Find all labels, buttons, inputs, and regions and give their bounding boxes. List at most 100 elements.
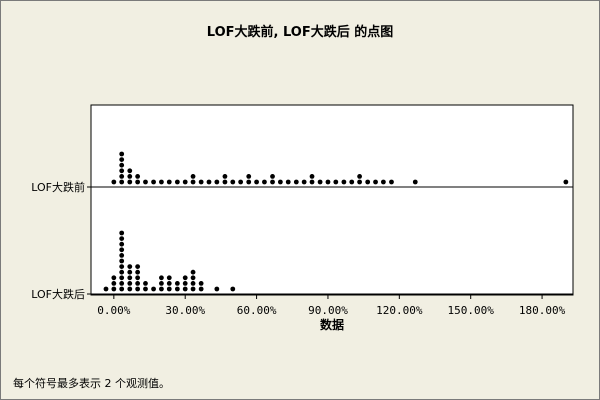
dot-g0-s30-0 (349, 179, 355, 185)
group-label-0: LOF大跌前 (31, 180, 85, 194)
dot-g1-s4-3 (135, 269, 141, 275)
x-tick-label-1: 30.00% (165, 304, 205, 317)
dot-g1-s2-4 (119, 264, 125, 269)
dot-g1-s11-1 (190, 281, 196, 286)
dot-g0-s28-0 (333, 179, 339, 185)
dot-g1-s2-0 (119, 286, 125, 292)
dot-g0-s3-0 (135, 179, 141, 185)
dot-g0-s24-0 (301, 179, 307, 185)
chart-title: LOF大跌前, LOF大跌后 的点图 (206, 25, 394, 40)
dot-g1-s0-0 (103, 286, 109, 292)
dot-g1-s2-5 (119, 258, 125, 264)
dot-g0-s25-0 (309, 179, 315, 185)
dot-g0-s19-0 (262, 179, 267, 185)
dot-g1-s5-1 (143, 281, 148, 286)
dot-g0-s32-0 (365, 179, 371, 185)
dot-g1-s7-1 (159, 281, 164, 286)
dot-g0-s20-0 (270, 179, 275, 185)
dot-g0-s31-1 (357, 174, 362, 179)
dot-g1-s1-0 (111, 286, 117, 292)
dot-g1-s10-1 (182, 281, 188, 286)
dot-g0-s18-0 (254, 179, 259, 185)
x-tick-label-3: 90.00% (308, 304, 348, 317)
dot-g0-s8-0 (174, 179, 180, 185)
plot-area (90, 104, 574, 296)
dot-g1-s5-0 (143, 286, 148, 292)
dot-g1-s9-0 (174, 286, 180, 292)
dot-g0-s36-0 (412, 179, 418, 185)
dot-g0-s1-3 (119, 162, 125, 168)
dot-g0-s4-0 (143, 179, 148, 185)
dot-g1-s1-1 (111, 281, 117, 286)
dot-g1-s1-2 (111, 275, 117, 281)
dot-g1-s13-0 (214, 286, 220, 292)
dot-g0-s0-0 (111, 179, 117, 185)
symbol-footnote: 每个符号最多表示 2 个观测值。 (13, 377, 170, 390)
dot-g0-s2-1 (127, 174, 133, 179)
dot-g1-s7-0 (159, 286, 164, 292)
dot-g0-s27-0 (325, 179, 331, 185)
dot-g1-s7-2 (159, 275, 164, 281)
dot-g1-s4-2 (135, 275, 141, 281)
x-axis-label: 数据 (320, 317, 344, 332)
dot-g0-s1-1 (119, 174, 125, 179)
dot-g0-s11-0 (198, 179, 204, 185)
dot-g1-s3-4 (127, 264, 133, 269)
dot-g1-s4-4 (135, 264, 141, 269)
dot-g0-s21-0 (277, 179, 283, 185)
dot-g1-s2-6 (119, 253, 125, 258)
dot-g0-s12-0 (206, 179, 212, 185)
dot-g1-s3-2 (127, 275, 133, 281)
dot-g1-s9-1 (174, 281, 180, 286)
dot-g0-s13-0 (214, 179, 220, 185)
dot-g1-s10-0 (182, 286, 188, 292)
dot-g1-s4-1 (135, 281, 141, 286)
dot-g0-s37-0 (563, 179, 569, 185)
x-tick-label-4: 120.00% (376, 304, 423, 317)
x-tick-label-5: 150.00% (448, 304, 495, 317)
dot-g1-s10-2 (182, 275, 188, 281)
dot-g1-s12-1 (198, 281, 204, 286)
dot-g1-s2-10 (119, 230, 125, 236)
dot-g1-s2-1 (119, 281, 125, 286)
dot-g0-s17-0 (246, 179, 252, 185)
dot-g0-s2-0 (127, 179, 133, 185)
dot-g0-s31-0 (357, 179, 362, 185)
dot-g0-s3-1 (135, 174, 141, 179)
dot-g0-s10-0 (190, 179, 196, 185)
dot-g0-s14-1 (222, 174, 228, 179)
dot-g1-s14-0 (230, 286, 236, 292)
dot-g0-s6-0 (159, 179, 164, 185)
dot-g1-s11-2 (190, 275, 196, 281)
dot-g1-s2-9 (119, 236, 125, 242)
dot-g1-s3-3 (127, 269, 133, 275)
x-tick-label-2: 60.00% (237, 304, 277, 317)
dot-g1-s2-8 (119, 241, 125, 247)
dot-g0-s5-0 (151, 179, 156, 185)
dot-g0-s26-0 (317, 179, 323, 185)
dot-g0-s1-0 (119, 179, 125, 185)
dot-g0-s7-0 (166, 179, 172, 185)
dot-g0-s9-0 (182, 179, 188, 185)
dot-g1-s2-2 (119, 275, 125, 281)
dot-g1-s8-0 (166, 286, 172, 292)
dot-g0-s25-1 (309, 174, 315, 179)
dot-g0-s33-0 (373, 179, 378, 185)
dot-g0-s20-1 (270, 174, 275, 179)
dot-g1-s3-1 (127, 281, 133, 286)
dot-g0-s1-5 (119, 151, 125, 157)
dot-g1-s12-0 (198, 286, 204, 292)
dot-g0-s2-2 (127, 168, 133, 174)
x-tick-label-6: 180.00% (519, 304, 566, 317)
dot-g1-s2-7 (119, 247, 125, 253)
dot-g0-s1-4 (119, 157, 125, 163)
group-label-1: LOF大跌后 (31, 287, 85, 301)
dot-g1-s11-3 (190, 269, 196, 275)
dot-g1-s2-3 (119, 269, 125, 275)
dot-g0-s22-0 (285, 179, 291, 185)
dot-g0-s23-0 (293, 179, 299, 185)
dot-g0-s29-0 (341, 179, 347, 185)
dot-g0-s35-0 (389, 179, 394, 185)
